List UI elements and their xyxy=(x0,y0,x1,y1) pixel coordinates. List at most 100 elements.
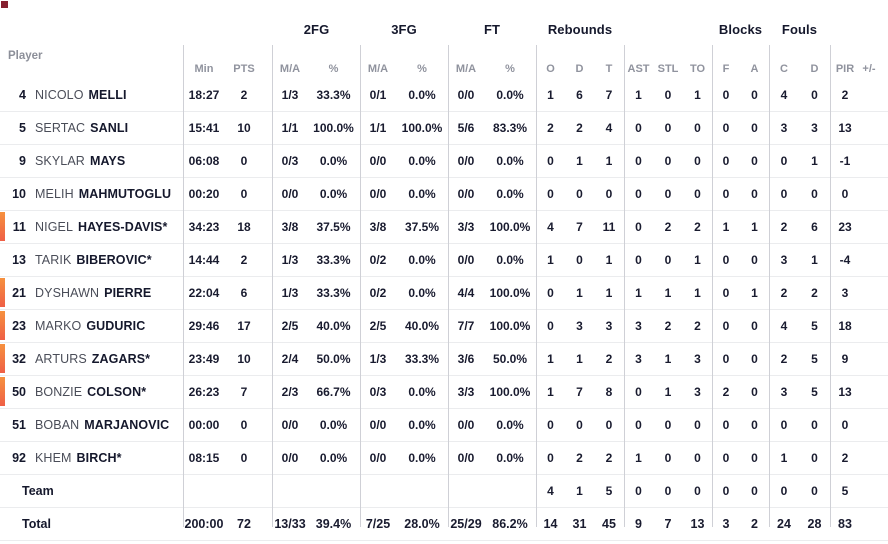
col-header-3fg-pct: % xyxy=(417,63,427,75)
stat-cell-blk-a: 0 xyxy=(751,451,758,465)
stat-cell-3fg-ma: 0/0 xyxy=(369,418,387,432)
stat-cell-ft-ma: 0/0 xyxy=(457,88,475,102)
stat-cell-foul-c: 24 xyxy=(777,517,791,531)
stat-cell-pts: 2 xyxy=(240,88,248,102)
col-header-ft-ma: M/A xyxy=(455,63,477,75)
stat-cell-pir: 0 xyxy=(841,187,849,201)
group-header-row: 2FG 3FG FT Rebounds Blocks Fouls xyxy=(0,22,888,38)
table-body: 4 NICOLO MELLI 18:27 2 1/3 33.3% 0/1 0.0% 0/0 0.0%… xyxy=(0,79,888,541)
jersey-number: 50 xyxy=(12,385,26,399)
stat-cell-blk-f: 2 xyxy=(722,385,730,399)
stat-cell-min: 06:08 xyxy=(188,154,220,168)
stat-cell-ast: 0 xyxy=(635,484,642,498)
stat-cell-3fg-ma: 0/0 xyxy=(369,187,387,201)
col-header-reb-t: T xyxy=(605,63,613,75)
stat-cell-2fg-ma: 13/33 xyxy=(274,517,306,531)
stat-cell-ft-ma: 0/0 xyxy=(457,154,475,168)
stat-cell-reb-o: 1 xyxy=(547,385,554,399)
stat-cell-3fg-pct: 0.0% xyxy=(408,286,436,300)
stat-cell-3fg-pct: 37.5% xyxy=(404,220,440,234)
col-header-pts: PTS xyxy=(233,63,255,75)
player-first-name: MARKO xyxy=(35,319,82,333)
player-first-name: ARTURS xyxy=(35,352,87,366)
col-header-2fg-pct: % xyxy=(328,63,339,75)
stat-cell-stl: 2 xyxy=(664,319,672,333)
stat-cell-ast: 0 xyxy=(635,187,642,201)
stat-cell-to: 0 xyxy=(694,484,701,498)
stat-cell-plus-minus xyxy=(860,178,888,210)
stat-cell-foul-c: 3 xyxy=(780,253,788,267)
stat-cell-pts: 2 xyxy=(240,253,248,267)
stat-cell-ft-ma xyxy=(448,475,492,507)
stat-cell-foul-c: 3 xyxy=(780,385,788,399)
stat-cell-2fg-ma xyxy=(273,475,315,507)
stat-cell-foul-c: 0 xyxy=(780,154,788,168)
row-label: Total xyxy=(22,517,51,531)
stat-cell-stl: 0 xyxy=(664,253,672,267)
stat-cell-blk-a: 0 xyxy=(751,385,758,399)
stat-cell-2fg-ma: 0/0 xyxy=(281,187,299,201)
player-first-name: BOBAN xyxy=(35,418,80,432)
stat-cell-foul-d: 0 xyxy=(811,418,818,432)
stat-cell-min: 18:27 xyxy=(188,88,220,102)
stat-cell-blk-a: 0 xyxy=(751,154,758,168)
stat-cell-2fg-ma: 0/0 xyxy=(281,451,299,465)
stat-cell-reb-d: 7 xyxy=(576,385,583,399)
stat-cell-ast: 0 xyxy=(635,154,642,168)
stat-cell-min: 29:46 xyxy=(188,319,220,333)
stat-cell-ft-pct xyxy=(492,475,536,507)
on-court-indicator xyxy=(0,212,5,241)
stat-cell-pir: 23 xyxy=(838,220,852,234)
stat-cell-ast: 3 xyxy=(635,352,642,366)
player-cell: 11 NIGEL HAYES-DAVIS* xyxy=(0,211,183,243)
stat-cell-reb-t: 2 xyxy=(605,352,613,366)
group-header-3fg: 3FG xyxy=(391,22,417,37)
stat-cell-stl: 0 xyxy=(664,154,672,168)
player-last-name: GUDURIC xyxy=(86,319,146,333)
stat-cell-reb-t: 45 xyxy=(602,517,616,531)
stat-cell-blk-a: 2 xyxy=(751,517,758,531)
stat-cell-foul-c: 1 xyxy=(780,451,788,465)
stat-cell-foul-d: 0 xyxy=(811,187,818,201)
player-last-name: ZAGARS* xyxy=(91,352,151,366)
stat-cell-reb-d: 3 xyxy=(576,319,583,333)
stat-cell-blk-a: 0 xyxy=(751,484,758,498)
stat-cell-pts: 18 xyxy=(237,220,251,234)
player-cell: 9 SKYLAR MAYS xyxy=(0,145,183,177)
stat-cell-min: 00:00 xyxy=(188,418,220,432)
stat-cell-foul-d: 0 xyxy=(811,88,818,102)
stat-cell-pir: 18 xyxy=(838,319,852,333)
stat-cell-2fg-pct: 0.0% xyxy=(319,187,348,201)
stat-cell-to: 0 xyxy=(694,451,701,465)
stat-cell-blk-f: 0 xyxy=(722,154,730,168)
stat-cell-to: 0 xyxy=(694,121,701,135)
stat-cell-min: 200:00 xyxy=(184,517,224,531)
stat-cell-reb-d: 6 xyxy=(576,88,583,102)
stat-cell-min: 00:20 xyxy=(188,187,220,201)
stat-cell-foul-d: 5 xyxy=(811,352,818,366)
stat-cell-to: 2 xyxy=(694,220,701,234)
on-court-indicator xyxy=(0,344,5,373)
stat-cell-stl: 0 xyxy=(664,121,672,135)
stat-cell-foul-d: 1 xyxy=(811,253,818,267)
stat-cell-3fg-ma: 2/5 xyxy=(369,319,387,333)
stat-cell-3fg-ma: 0/2 xyxy=(369,286,387,300)
stat-cell-ast: 0 xyxy=(635,385,642,399)
stat-cell-2fg-ma: 1/3 xyxy=(281,88,299,102)
stat-cell-ft-pct: 0.0% xyxy=(496,451,524,465)
player-first-name: SKYLAR xyxy=(35,154,85,168)
group-header-fouls: Fouls xyxy=(781,22,818,37)
stat-cell-blk-f: 0 xyxy=(722,484,730,498)
stat-cell-stl: 1 xyxy=(664,286,672,300)
stat-cell-reb-o: 1 xyxy=(547,352,554,366)
player-last-name: PIERRE xyxy=(104,286,152,300)
stat-cell-blk-f: 0 xyxy=(722,319,730,333)
player-row-5: 5 SERTAC SANLI 15:41 10 1/1 100.0% 1/1 100.0% 5/6… xyxy=(0,112,888,145)
stat-cell-to: 13 xyxy=(690,517,705,531)
stat-cell-stl: 0 xyxy=(664,88,672,102)
player-last-name: BIBEROVIC* xyxy=(76,253,152,267)
stat-cell-ft-ma: 4/4 xyxy=(457,286,475,300)
stat-cell-3fg-pct: 0.0% xyxy=(408,154,436,168)
stat-cell-reb-d: 0 xyxy=(576,418,583,432)
stat-cell-3fg-pct: 0.0% xyxy=(408,253,436,267)
